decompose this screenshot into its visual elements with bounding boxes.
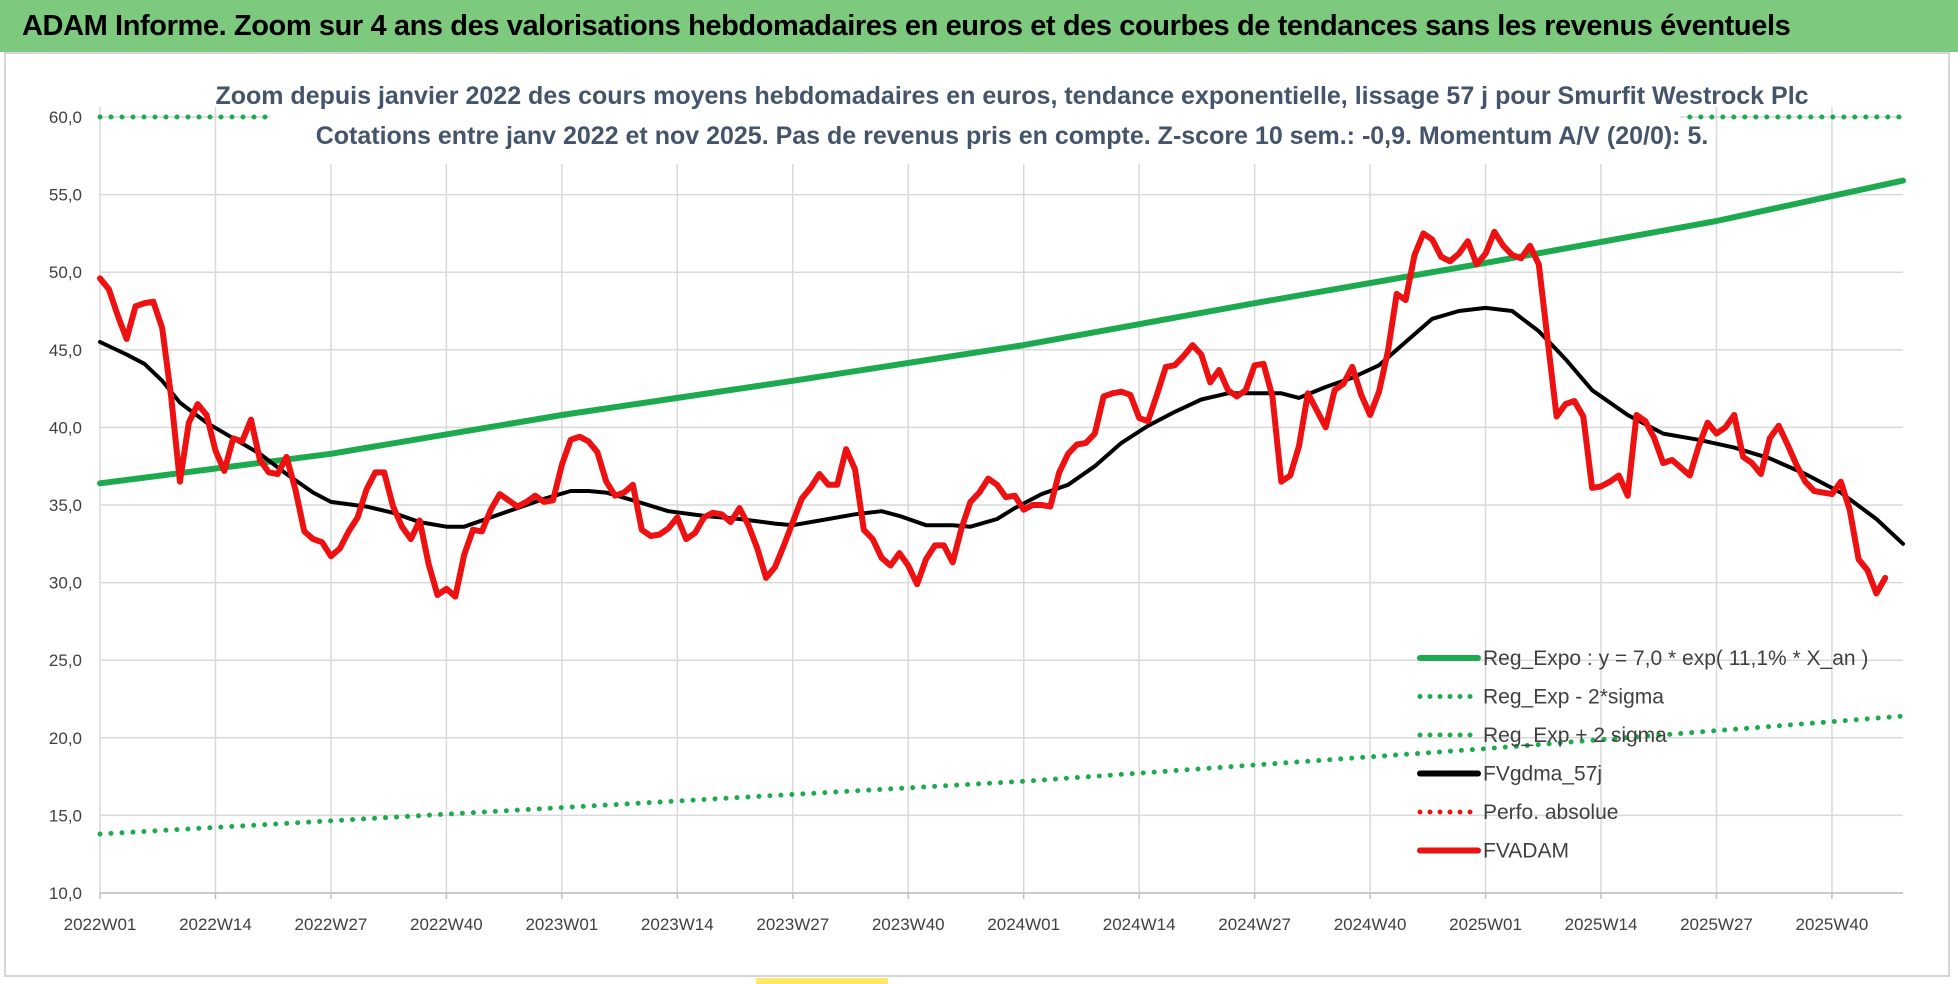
- bottom-accent: [756, 978, 888, 984]
- y-tick-label: 25,0: [49, 651, 82, 670]
- legend: Reg_Expo : y = 7,0 * exp( 11,1% * X_an )…: [1417, 647, 1868, 863]
- chart-subtitle: Cotations entre janv 2022 et nov 2025. P…: [316, 122, 1709, 150]
- legend-label: Reg_Exp - 2*sigma: [1483, 686, 1664, 709]
- y-tick-label: 40,0: [49, 418, 82, 437]
- y-tick-label: 30,0: [49, 574, 82, 593]
- x-tick-label: 2023W40: [872, 915, 945, 934]
- x-tick-label: 2024W27: [1218, 915, 1291, 934]
- x-tick-label: 2025W14: [1565, 915, 1638, 934]
- x-tick-label: 2023W27: [756, 915, 829, 934]
- series-line-reg-exp-2-sigma: [97, 713, 1906, 837]
- y-tick-label: 15,0: [49, 806, 82, 825]
- x-tick-label: 2024W14: [1103, 915, 1176, 934]
- x-tick-label: 2025W40: [1796, 915, 1869, 934]
- x-tick-label: 2022W14: [179, 915, 252, 934]
- report-banner: ADAM Informe. Zoom sur 4 ans des valoris…: [0, 0, 1958, 52]
- legend-label: FVADAM: [1483, 840, 1569, 863]
- legend-label: Perfo. absolue: [1483, 801, 1618, 824]
- x-tick-label: 2022W01: [64, 915, 137, 934]
- x-tick-label: 2024W01: [987, 915, 1060, 934]
- legend-label: Reg_Exp + 2 sigma: [1483, 724, 1667, 747]
- x-tick-label: 2023W01: [525, 915, 598, 934]
- y-tick-label: 35,0: [49, 496, 82, 515]
- series-line-reg-expo: [97, 177, 1906, 487]
- y-tick-label: 60,0: [49, 108, 82, 127]
- x-tick-label: 2023W14: [641, 915, 714, 934]
- y-tick-label: 50,0: [49, 263, 82, 282]
- y-axis: 10,0 15,0 20,0 25,0 30,0 35,0 40,0 45,0 50,0 55,0…: [49, 108, 82, 903]
- report-title: ADAM Informe. Zoom sur 4 ans des valoris…: [22, 9, 1791, 42]
- y-tick-label: 55,0: [49, 186, 82, 205]
- legend-label: FVgdma_57j: [1483, 763, 1602, 786]
- x-tick-label: 2022W40: [410, 915, 483, 934]
- x-tick-label: 2022W27: [295, 915, 368, 934]
- x-tick-label: 2024W40: [1334, 915, 1407, 934]
- gridlines: [99, 107, 1903, 894]
- title-backdrop: [270, 74, 1680, 164]
- chart-frame: [4, 52, 1950, 977]
- chart-title: Zoom depuis janvier 2022 des cours moyen…: [215, 82, 1808, 110]
- y-tick-label: 20,0: [49, 729, 82, 748]
- x-tick-label: 2025W27: [1680, 915, 1753, 934]
- series-line-fvadam: [97, 228, 1889, 600]
- series-lines: [97, 114, 1906, 837]
- y-tick-label: 10,0: [49, 884, 82, 903]
- x-tick-label: 2025W01: [1449, 915, 1522, 934]
- x-axis: 2022W01 2022W14 2022W27 2022W40 2023W01 2023W…: [64, 892, 1903, 934]
- legend-label: Reg_Expo : y = 7,0 * exp( 11,1% * X_an ): [1483, 647, 1868, 670]
- y-tick-label: 45,0: [49, 341, 82, 360]
